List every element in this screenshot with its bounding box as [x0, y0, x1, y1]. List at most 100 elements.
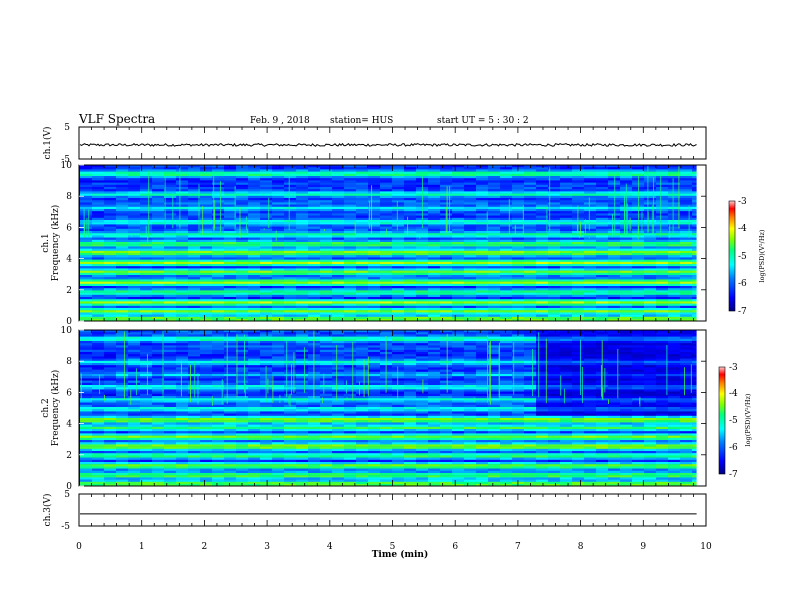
spectrogram-cell — [284, 191, 296, 194]
spectrogram-cell — [416, 277, 428, 280]
spectrogram-cell — [512, 343, 524, 346]
spectrogram-cell — [380, 294, 392, 298]
spectrogram-cell — [560, 310, 572, 313]
spectrogram-cell — [428, 264, 440, 267]
spectrogram-cell — [308, 303, 320, 306]
spectrogram-cell — [188, 165, 200, 168]
spectrogram-cell — [536, 334, 548, 337]
spectrogram-cell — [128, 268, 140, 271]
spectrogram-cell — [356, 202, 368, 205]
spectrogram-cell — [284, 303, 296, 306]
spectrogram-cell — [572, 237, 584, 240]
spectrogram-cell — [92, 332, 104, 335]
spectrogram-cell — [464, 354, 476, 357]
spectrogram-cell — [380, 292, 392, 295]
spectrogram-cell — [572, 369, 584, 372]
spectrogram-cell — [284, 345, 296, 348]
spectrogram-cell — [236, 334, 248, 337]
spectrogram-cell — [236, 292, 248, 295]
spectrogram-cell — [296, 204, 308, 207]
spectrogram-cell — [164, 270, 176, 273]
spectrogram-cell — [116, 319, 128, 322]
spectrogram-cell — [284, 310, 296, 313]
spectrogram-cell — [416, 305, 428, 309]
spectrogram-cell — [512, 277, 524, 280]
spectrogram-cell — [392, 347, 404, 350]
spectrogram-cell — [548, 365, 560, 368]
spectrogram-cell — [212, 259, 224, 262]
spectrogram-cell — [248, 176, 260, 179]
spectrogram-cell — [284, 235, 296, 238]
spectrogram-cell — [668, 343, 680, 346]
spectrogram-cell — [272, 297, 284, 300]
spectrogram-cell — [680, 332, 692, 335]
spectrogram-cell — [548, 184, 560, 188]
spectrogram-cell — [680, 275, 692, 278]
spectrogram-cell — [584, 310, 596, 313]
spectrogram-cell — [224, 354, 236, 357]
spectrogram-cell — [200, 178, 212, 181]
spectrogram-cell — [308, 294, 320, 298]
spectrogram-cell — [344, 316, 356, 320]
spectrogram-cell — [620, 244, 632, 247]
spectrogram-cell — [188, 224, 200, 227]
spectrogram-cell — [104, 266, 116, 269]
spectrogram-cell — [596, 266, 608, 269]
spectrogram-cell — [668, 171, 680, 174]
spectrogram-cell — [116, 360, 128, 364]
spectrogram-cell — [200, 246, 212, 249]
spectrogram-cell — [80, 233, 92, 236]
spectrogram-cell — [248, 239, 260, 243]
spectrogram-cell — [692, 233, 697, 236]
spectrogram-cell — [260, 228, 272, 232]
spectrogram-cell — [692, 198, 697, 201]
spectrogram-cell — [524, 338, 536, 342]
spectrogram-cell — [332, 220, 344, 223]
spectrogram-cell — [620, 272, 632, 276]
spectrogram-cell — [188, 341, 200, 344]
spectrogram-cell — [464, 237, 476, 240]
spectrogram-cell — [440, 246, 452, 249]
spectrogram-cell — [236, 270, 248, 273]
spectrogram-cell — [356, 319, 368, 322]
spectrogram-cell — [620, 259, 632, 262]
spectrogram-cell — [92, 270, 104, 273]
spectrogram-cell — [572, 360, 584, 364]
spectrogram-cell — [596, 167, 608, 170]
spectrogram-cell — [440, 360, 452, 364]
spectrogram-cell — [548, 222, 560, 225]
spectrogram-cell — [248, 299, 260, 302]
spectrogram-cell — [128, 198, 140, 201]
spectrogram-cell — [116, 239, 128, 243]
spectrogram-cell — [332, 365, 344, 368]
spectrogram-cell — [260, 246, 272, 249]
spectrogram-cell — [500, 305, 512, 309]
spectrogram-cell — [320, 257, 332, 260]
spectrogram-cell — [92, 279, 104, 282]
spectrogram-cell — [140, 316, 152, 320]
spectrogram-cell — [440, 264, 452, 267]
spectrogram-cell — [224, 228, 236, 232]
spectrogram-cell — [392, 204, 404, 207]
spectrogram-cell — [224, 347, 236, 350]
spectrogram-cell — [548, 358, 560, 361]
spectrogram-cell — [644, 248, 656, 251]
spectrogram-cell — [296, 235, 308, 238]
spectrogram-cell — [524, 352, 536, 355]
spectrogram-cell — [104, 338, 116, 342]
spectrogram-cell — [272, 246, 284, 249]
spectrogram-cell — [272, 283, 284, 287]
spectrogram-cell — [428, 165, 440, 168]
spectrogram-cell — [680, 310, 692, 313]
spectrogram-cell — [368, 200, 380, 203]
spectrogram-cell — [584, 268, 596, 271]
spectrogram-cell — [164, 195, 176, 199]
spectrogram-cell — [584, 206, 596, 210]
spectrogram-cell — [668, 354, 680, 357]
spectrogram-cell — [476, 275, 488, 278]
spectrogram-cell — [200, 224, 212, 227]
spectrogram-cell — [500, 281, 512, 284]
spectrogram-cell — [500, 248, 512, 251]
